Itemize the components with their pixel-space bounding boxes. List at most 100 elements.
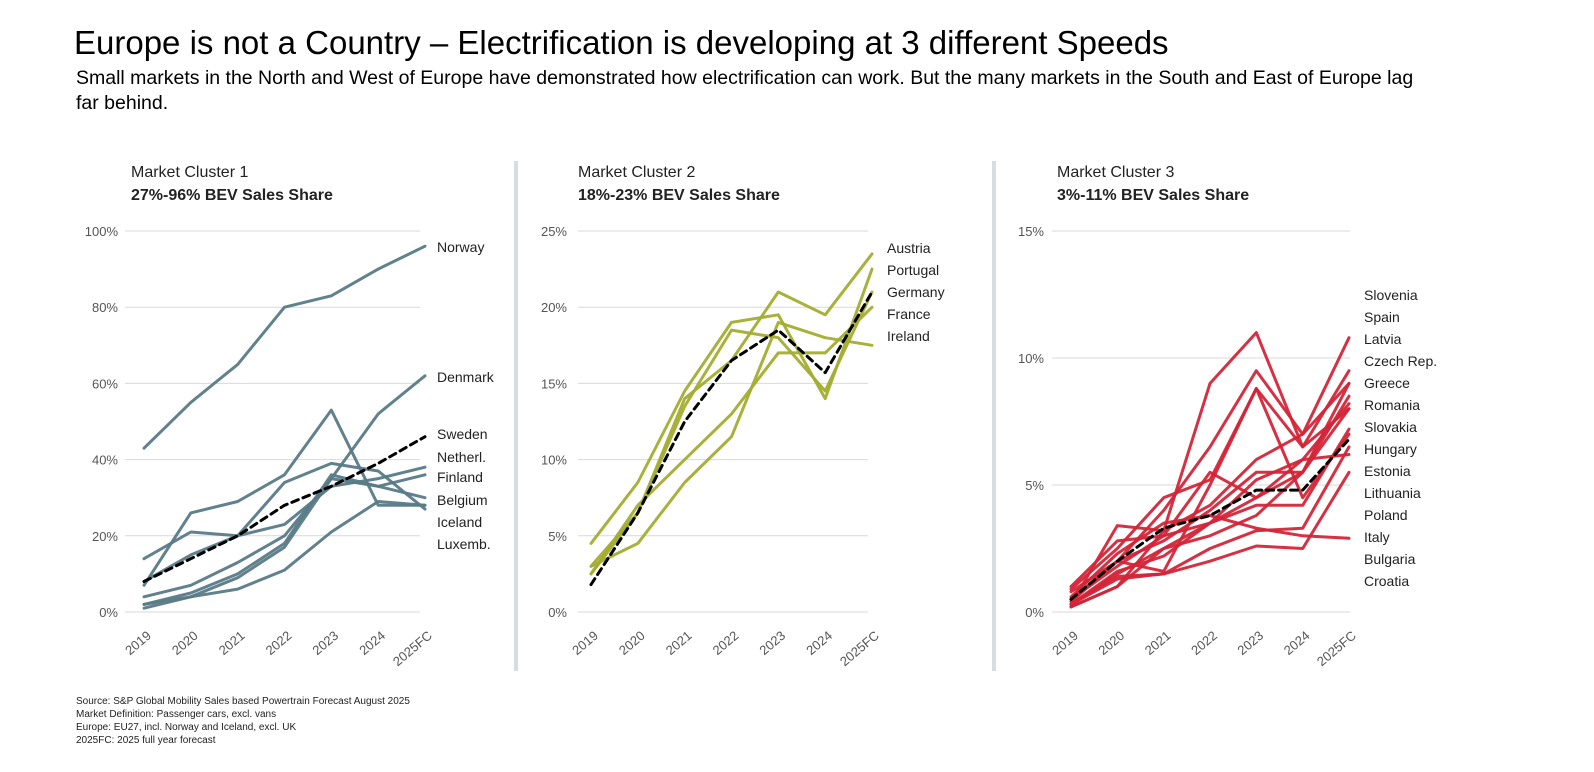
cluster-3-name: Market Cluster 3 [1057,164,1175,181]
cluster-2-series-ireland [589,320,874,568]
cluster-2-label-ireland: Ireland [887,328,930,344]
cluster-2-series-portugal [589,267,874,545]
cluster-3-label-croatia: Croatia [1364,573,1409,589]
cluster-3-x-tick: 2024 [1281,628,1313,658]
cluster-3-x-tick: 2025FC [1314,628,1359,669]
panel-divider-1 [514,161,518,671]
cluster-1-x-tick: 2019 [122,628,154,658]
cluster-1-x-tick: 2024 [356,628,388,658]
cluster-2-x-tick: 2021 [663,628,695,658]
cluster-3-x-tick: 2020 [1095,628,1127,658]
cluster-2-series-france [589,305,874,576]
cluster-1-label-norway: Norway [437,239,484,255]
cluster-1-label-netherl: Netherl. [437,449,486,465]
cluster-3-title: 3%-11% BEV Sales Share [1057,187,1250,204]
cluster-1-series-iceland [142,461,427,583]
note-2025fc: 2025FC: 2025 full year forecast [76,735,216,746]
cluster-2-x-tick: 2022 [710,628,742,658]
cluster-2-label-france: France [887,306,931,322]
cluster-2-x-tick: 2023 [756,628,788,658]
page-title: Europe is not a Country – Electrificatio… [74,24,1169,61]
note-market-definition: Market Definition: Passenger cars, excl.… [76,709,277,720]
cluster-2-x-tick: 2019 [569,628,601,658]
cluster-1-y-tick: 40% [92,453,118,468]
cluster-3-y-tick: 0% [1025,605,1044,620]
cluster-3-series-bulgaria [1069,470,1351,606]
cluster-3-label-romania: Romania [1364,397,1420,413]
cluster-3-label-slovenia: Slovenia [1364,287,1418,303]
source-notes: Source: S&P Global Mobility Sales based … [76,695,410,747]
cluster-2-x-tick: 2024 [803,628,835,658]
cluster-2-y-tick: 10% [541,453,567,468]
cluster-3-y-tick: 15% [1018,224,1044,239]
cluster-3-label-hungary: Hungary [1364,441,1417,457]
cluster-3-y-tick: 10% [1018,351,1044,366]
cluster-2-name: Market Cluster 2 [578,164,696,181]
cluster-2-y-tick: 15% [541,376,567,391]
panel-divider-2 [992,161,996,671]
cluster-3-label-estonia: Estonia [1364,463,1411,479]
cluster-1-x-tick: 2021 [216,628,248,658]
cluster-3-label-bulgaria: Bulgaria [1364,551,1416,567]
cluster-3-label-poland: Poland [1364,507,1408,523]
cluster-1-label-luxemb: Luxemb. [437,536,491,552]
cluster-3-series-slovakia [1069,407,1351,609]
cluster-1-y-tick: 80% [92,300,118,315]
cluster-1-y-tick: 100% [85,224,119,239]
cluster-2-label-austria: Austria [887,240,931,256]
cluster-3-series-croatia [1069,445,1351,606]
cluster-3-y-tick: 5% [1025,478,1044,493]
cluster-2-x-tick: 2020 [616,628,648,658]
cluster-1-label-sweden: Sweden [437,426,488,442]
cluster-1-x-tick: 2023 [309,628,341,658]
note-europe: Europe: EU27, incl. Norway and Iceland, … [76,722,297,733]
cluster-1-y-tick: 20% [92,529,118,544]
cluster-3-label-greece: Greece [1364,375,1410,391]
cluster-2-y-tick: 25% [541,224,567,239]
cluster-3-label-latvia: Latvia [1364,331,1402,347]
cluster-1-series-average [142,435,427,583]
cluster-1-x-tick: 2022 [263,628,295,658]
cluster-3-label-spain: Spain [1364,309,1400,325]
cluster-1-title: 27%-96% BEV Sales Share [131,187,333,204]
cluster-2-x-tick: 2025FC [837,628,882,669]
cluster-2-series-average [589,290,874,587]
cluster-3-x-tick: 2023 [1234,628,1266,658]
cluster-2-y-tick: 5% [548,529,567,544]
cluster-3-series-romania [1069,369,1351,591]
cluster-1-label-finland: Finland [437,469,483,485]
cluster-3-x-tick: 2021 [1142,628,1174,658]
cluster-1-y-tick: 60% [92,376,118,391]
cluster-3-x-tick: 2022 [1188,628,1220,658]
cluster-3-label-czech-rep: Czech Rep. [1364,353,1437,369]
cluster-3-label-slovakia: Slovakia [1364,419,1417,435]
cluster-2-y-tick: 20% [541,300,567,315]
cluster-1-label-iceland: Iceland [437,514,482,530]
cluster-1-series-denmark [142,374,427,599]
cluster-1-label-belgium: Belgium [437,492,488,508]
note-source: Source: S&P Global Mobility Sales based … [76,696,410,707]
cluster-1-series-norway [142,244,427,450]
cluster-1-name: Market Cluster 1 [131,164,249,181]
cluster-3-x-tick: 2019 [1049,628,1081,658]
cluster-2-y-tick: 0% [548,605,567,620]
cluster-1-series-sweden [142,465,427,561]
cluster-3-series-poland [1069,453,1351,606]
cluster-2-heading: Market Cluster 2 18%-23% BEV Sales Share [578,163,780,206]
cluster-2-label-portugal: Portugal [887,262,939,278]
cluster-3-label-italy: Italy [1364,529,1390,545]
page-subtitle: Small markets in the North and West of E… [76,67,1414,114]
cluster-3-series-average [1069,437,1351,601]
cluster-3-series-italy [1069,514,1351,599]
cluster-1-x-tick: 2025FC [390,628,435,669]
cluster-1-series-netherl [142,408,427,587]
cluster-1-x-tick: 2020 [169,628,201,658]
cluster-1-label-denmark: Denmark [437,369,495,385]
cluster-2-label-germany: Germany [887,284,945,300]
cluster-3-label-lithuania: Lithuania [1364,485,1421,501]
cluster-1-y-tick: 0% [99,605,118,620]
cluster-1-heading: Market Cluster 1 27%-96% BEV Sales Share [131,163,333,206]
cluster-3-heading: Market Cluster 3 3%-11% BEV Sales Share [1057,163,1249,206]
cluster-1-series-luxemb [142,500,427,606]
